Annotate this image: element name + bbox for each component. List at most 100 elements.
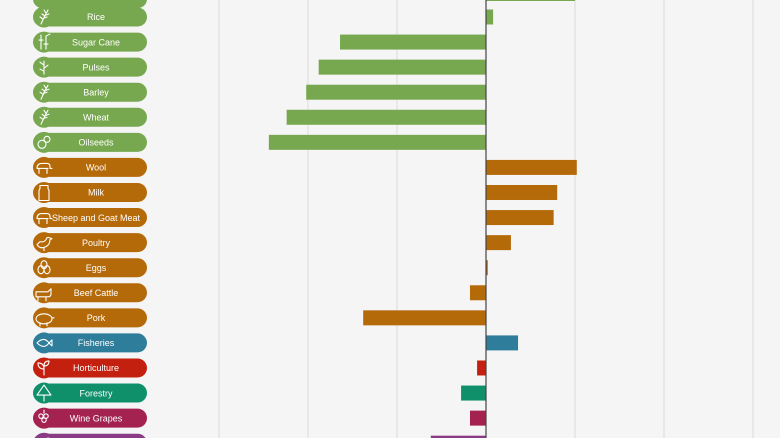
category-pill: Wheat xyxy=(33,106,147,128)
category-pill-bg xyxy=(33,383,147,403)
chicken-icon xyxy=(36,236,53,252)
bar xyxy=(486,9,494,25)
category-label: Pulses xyxy=(82,62,110,72)
chart-row xyxy=(34,432,486,438)
category-pill: Wool xyxy=(33,156,147,178)
chart-row: Barley xyxy=(33,81,486,103)
pulses-icon xyxy=(39,60,49,75)
category-pill: Oilseeds xyxy=(33,131,147,153)
bar xyxy=(486,184,558,200)
category-label: Milk xyxy=(88,188,104,198)
bar xyxy=(306,84,486,100)
category-pill: Sugar Cane xyxy=(33,31,147,53)
category-pill-bg xyxy=(33,233,147,253)
rice-icon xyxy=(39,9,50,25)
barley-icon xyxy=(39,84,50,100)
category-pill: Forestry xyxy=(33,382,147,404)
bar xyxy=(469,285,486,301)
grapes-icon xyxy=(38,409,49,423)
plant-icon xyxy=(37,360,50,376)
bar xyxy=(268,134,486,150)
category-pill-bg xyxy=(33,182,147,202)
category-pill-bg xyxy=(33,82,147,102)
category-pill-bg xyxy=(33,57,147,77)
category-label: Wheat xyxy=(83,112,110,122)
category-label: Wool xyxy=(86,163,106,173)
chart-row: Poultry xyxy=(33,232,511,254)
category-pill-bg xyxy=(33,408,147,428)
clipped-top-pill xyxy=(33,0,147,8)
chart-row: Pork xyxy=(33,307,486,329)
category-label: Oilseeds xyxy=(78,138,114,148)
category-pill: Poultry xyxy=(33,232,147,254)
category-label: Sugar Cane xyxy=(72,37,120,47)
category-label: Poultry xyxy=(82,238,111,248)
milk-icon xyxy=(38,184,50,202)
chart-row: Eggs xyxy=(33,257,488,279)
category-pill: Milk xyxy=(33,181,147,203)
chart-row: Horticulture xyxy=(33,357,486,379)
category-pill-bg xyxy=(33,358,147,378)
chart-row: Rice xyxy=(33,6,494,28)
chart-row: Beef Cattle xyxy=(33,282,486,304)
category-label: Eggs xyxy=(86,263,107,273)
category-pill-bg xyxy=(33,333,147,353)
category-label: Horticulture xyxy=(73,363,119,373)
category-pill: Wine Grapes xyxy=(33,407,147,429)
fish-icon xyxy=(36,338,53,347)
category-pill-bg xyxy=(33,208,147,228)
category-label: Fisheries xyxy=(78,338,115,348)
category-pill-bg xyxy=(33,107,147,127)
bar xyxy=(318,59,486,75)
sheep-icon xyxy=(36,162,53,174)
category-icon-badge xyxy=(33,332,55,354)
category-pill: Pork xyxy=(33,307,147,329)
bar xyxy=(486,260,488,276)
category-label: Rice xyxy=(87,12,105,22)
category-pill: Fisheries xyxy=(33,332,147,354)
category-pill: Horticulture xyxy=(33,357,147,379)
category-pill: Eggs xyxy=(33,257,147,279)
bar xyxy=(363,310,486,326)
bar xyxy=(486,235,511,251)
category-label: Forestry xyxy=(79,388,113,398)
chart-row: Pulses xyxy=(33,56,486,78)
category-pill-bg xyxy=(34,433,146,438)
bar xyxy=(469,410,486,426)
category-label: Wine Grapes xyxy=(70,413,123,423)
category-pill-bg xyxy=(33,308,147,328)
oilseeds-icon xyxy=(37,135,51,149)
category-pill: Pulses xyxy=(33,56,147,78)
chart-row: Forestry xyxy=(33,382,486,404)
category-label: Barley xyxy=(83,87,109,97)
bar xyxy=(486,159,577,175)
category-label: Beef Cattle xyxy=(74,288,119,298)
sugar-cane-icon xyxy=(38,33,51,50)
chart-row: Oilseeds xyxy=(33,131,486,153)
category-pill: Beef Cattle xyxy=(33,282,147,304)
chart-row: Wool xyxy=(33,156,577,178)
category-label: Sheep and Goat Meat xyxy=(52,213,141,223)
category-pill-bg xyxy=(33,157,147,177)
pig-icon xyxy=(35,313,55,327)
clipped-top-bar xyxy=(486,0,575,1)
bar xyxy=(340,34,486,50)
bar xyxy=(486,210,554,226)
tree-icon xyxy=(36,384,52,402)
category-label: Pork xyxy=(87,313,106,323)
category-icon-badge xyxy=(33,131,55,153)
category-pill-bg xyxy=(33,7,147,27)
category-pill: Rice xyxy=(33,6,147,28)
chart-row: Sheep and Goat Meat xyxy=(33,207,554,229)
bar xyxy=(477,360,486,376)
wheat-icon xyxy=(39,109,50,125)
category-icon-badge xyxy=(34,432,54,438)
category-icon-badge xyxy=(33,382,55,404)
category-pill-bg xyxy=(33,258,147,278)
bar xyxy=(286,109,486,125)
eggs-icon xyxy=(37,260,51,275)
category-pill: Sheep and Goat Meat xyxy=(33,207,147,229)
chart-row: Fisheries xyxy=(33,332,519,354)
category-pill: Barley xyxy=(33,81,147,103)
